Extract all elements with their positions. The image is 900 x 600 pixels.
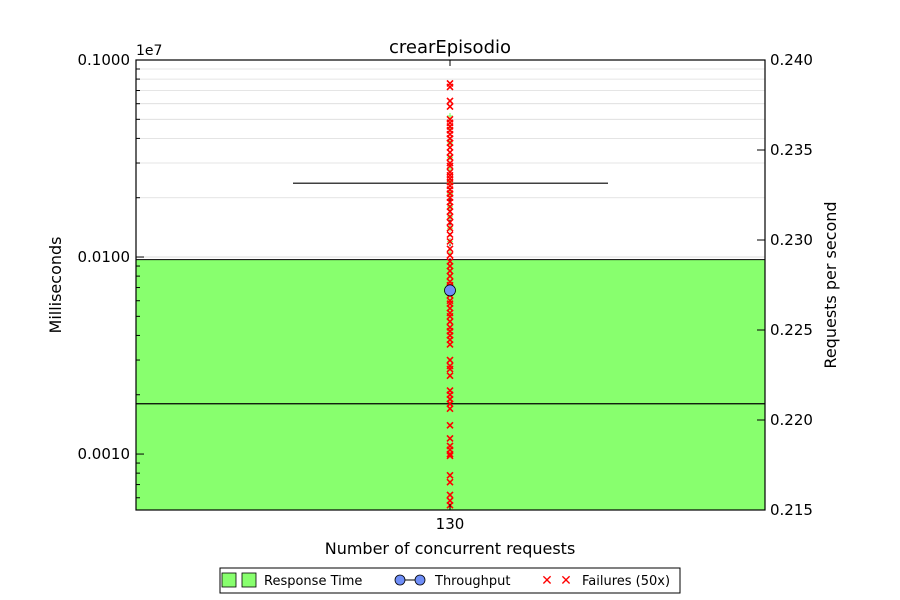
- legend-throughput-label: Throughput: [434, 574, 511, 589]
- x-tick-label: 130: [436, 515, 465, 533]
- failure-point: [446, 491, 454, 499]
- failure-point: [446, 83, 454, 91]
- legend-throughput-marker-1: [394, 574, 406, 586]
- y-right-tick-label: 0.225: [770, 321, 813, 339]
- axes: 0.1000 0.0100 0.0010 0.240 0.235 0.230 0.225 0.…: [78, 51, 813, 533]
- failure-point: [446, 405, 454, 413]
- throughput-series: [444, 284, 456, 297]
- failure-point: [446, 251, 454, 259]
- failure-point: [446, 356, 454, 364]
- y-axis-label-left: Milliseconds: [46, 237, 65, 334]
- y-left-tick-label: 0.0100: [78, 248, 131, 266]
- chart-title: crearEpisodio: [389, 37, 511, 58]
- failure-point: [446, 267, 454, 275]
- legend-response-label: Response Time: [264, 574, 362, 589]
- failure-point: [446, 245, 454, 253]
- y-right-tick-label: 0.240: [770, 51, 813, 69]
- failure-point: [446, 224, 454, 232]
- failure-point: [446, 372, 454, 380]
- y-right-tick-label: 0.215: [770, 501, 813, 519]
- failure-point: [446, 103, 454, 111]
- x-axis-label: Number of concurrent requests: [325, 539, 576, 558]
- legend-frame: [219, 567, 681, 594]
- y-right-tick-label: 0.235: [770, 141, 813, 159]
- failure-point: [446, 208, 454, 216]
- failure-point: [446, 421, 454, 429]
- y-left-tick-label: 0.0010: [78, 445, 131, 463]
- failure-point: [446, 450, 454, 458]
- legend-response-swatch-1: [221, 572, 237, 588]
- legend-throughput-marker-2: [414, 574, 426, 586]
- failure-point: [446, 272, 454, 280]
- y-right-tick-label: 0.220: [770, 411, 813, 429]
- failure-point: [446, 365, 454, 373]
- failure-point: [446, 312, 454, 320]
- y-axis-label-right: Requests per second: [821, 201, 840, 368]
- y-left-tick-label: 0.1000: [78, 51, 131, 69]
- failure-point: [446, 97, 454, 105]
- legend-response-swatch-2: [241, 572, 257, 588]
- failure-point: [446, 318, 454, 326]
- failure-point: [446, 478, 454, 486]
- legend: Response Time Throughput ✕ ✕ Failures (5…: [219, 567, 681, 594]
- response-time-box-body: [135, 259, 766, 511]
- failure-point: [446, 148, 454, 156]
- failure-point: [446, 231, 454, 239]
- throughput-point: [444, 284, 456, 297]
- legend-failures-label: Failures (50x): [582, 574, 670, 589]
- response-time-outlier: [447, 112, 453, 119]
- failure-point: [446, 452, 454, 460]
- failure-point: [446, 218, 454, 226]
- legend-failures-marker-2: ✕: [560, 573, 572, 589]
- offset-label: 1e7: [136, 43, 162, 59]
- failure-point: [446, 237, 454, 245]
- failure-point: [446, 213, 454, 221]
- failure-point: [446, 162, 454, 170]
- failure-point: [446, 340, 454, 349]
- failure-point: [446, 471, 454, 479]
- y-right-tick-label: 0.230: [770, 231, 813, 249]
- legend-failures-marker-1: ✕: [541, 573, 553, 589]
- failure-point: [446, 153, 454, 162]
- failure-point: [446, 434, 454, 443]
